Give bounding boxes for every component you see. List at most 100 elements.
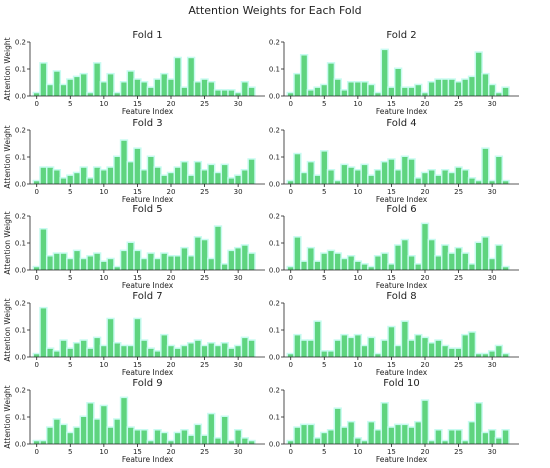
x-tick-label: 5 [68, 100, 72, 108]
y-axis-label: Attention Weight [3, 385, 12, 448]
bar [121, 346, 127, 357]
bar [335, 340, 341, 357]
bar [476, 243, 482, 270]
bar [114, 93, 120, 96]
bar [74, 427, 80, 444]
bar [449, 79, 455, 96]
bar [382, 253, 388, 270]
x-tick-label: 20 [421, 188, 430, 196]
bar [188, 256, 194, 270]
bar [482, 354, 489, 357]
bar [128, 346, 134, 357]
bar [228, 90, 235, 96]
bar [341, 90, 348, 96]
bar [321, 253, 327, 270]
bar [462, 170, 468, 184]
bar [402, 87, 408, 96]
bar [222, 165, 228, 184]
bar [415, 335, 421, 357]
bar [341, 427, 348, 444]
y-tick-label: 0.2 [15, 300, 26, 308]
bar [288, 181, 294, 184]
bar [107, 427, 114, 444]
bar [168, 79, 174, 96]
bar [134, 79, 141, 96]
bar [489, 259, 495, 270]
bar [114, 157, 120, 184]
y-axis-label: Attention Weight [3, 211, 12, 274]
bar [195, 340, 201, 357]
bar [368, 175, 374, 184]
x-tick-label: 25 [454, 448, 463, 456]
x-tick-label: 5 [322, 100, 326, 108]
bar [435, 340, 442, 357]
bar [455, 167, 462, 184]
bar [288, 93, 294, 96]
panel-fold-1: Fold 1 0.0 0.1 0.2 0 5 10 15 20 25 30 Feature Index… [3, 30, 265, 116]
bar [415, 264, 421, 270]
x-tick-label: 25 [200, 448, 209, 456]
bar [47, 348, 53, 357]
bar [101, 406, 107, 444]
x-tick-label: 0 [288, 188, 292, 196]
bar [154, 167, 161, 184]
bar [188, 435, 194, 444]
bar [502, 354, 509, 357]
bar [228, 348, 235, 357]
bar [215, 226, 221, 270]
y-tick-label: 0.1 [15, 66, 26, 74]
bar [476, 354, 482, 357]
bar [154, 351, 161, 357]
bar [235, 430, 241, 444]
bar [181, 430, 188, 444]
x-tick-label: 15 [387, 361, 396, 369]
bar [476, 52, 482, 96]
y-tick-label: 0.1 [15, 240, 26, 248]
bar [34, 93, 40, 96]
bar [242, 438, 248, 444]
panel-title: Fold 1 [132, 30, 162, 41]
y-tick-label: 0.0 [15, 93, 26, 101]
bar [34, 441, 40, 444]
bar [375, 170, 381, 184]
y-tick-label: 0.1 [269, 240, 280, 248]
bar [361, 441, 368, 444]
x-tick-label: 0 [288, 448, 292, 456]
x-tick-label: 0 [34, 100, 38, 108]
bar [348, 82, 354, 96]
y-tick-label: 0.0 [15, 181, 26, 189]
x-tick-label: 25 [200, 188, 209, 196]
x-tick-label: 15 [387, 100, 396, 108]
bar [168, 256, 174, 270]
bar [154, 79, 161, 96]
bar [94, 338, 100, 357]
bar [168, 346, 174, 357]
bar [435, 256, 442, 270]
x-tick-label: 0 [34, 274, 38, 282]
bar [208, 259, 214, 270]
bar [161, 253, 167, 270]
bar [67, 348, 73, 357]
bar [496, 245, 502, 270]
fold-panels: Fold 1 0.0 0.1 0.2 0 5 10 15 20 25 30 Feature Index… [3, 30, 519, 464]
bar [328, 170, 334, 184]
bar [81, 417, 87, 444]
bar [469, 264, 475, 270]
x-tick-label: 0 [34, 188, 38, 196]
bar [168, 441, 174, 444]
bar [47, 167, 53, 184]
bar [442, 170, 448, 184]
y-tick-label: 0.2 [15, 39, 26, 47]
bar [288, 267, 294, 270]
bar [188, 343, 194, 357]
panel-fold-9: Fold 9 0.0 0.1 0.2 0 5 10 15 20 25 30 Feature Index… [3, 378, 265, 464]
x-tick-label: 20 [167, 361, 176, 369]
bar [301, 55, 307, 96]
bar [482, 433, 489, 444]
bar [175, 256, 181, 270]
x-tick-label: 20 [167, 274, 176, 282]
bar [355, 335, 361, 357]
bar [47, 85, 53, 96]
bar [469, 332, 475, 357]
bar [429, 240, 435, 270]
